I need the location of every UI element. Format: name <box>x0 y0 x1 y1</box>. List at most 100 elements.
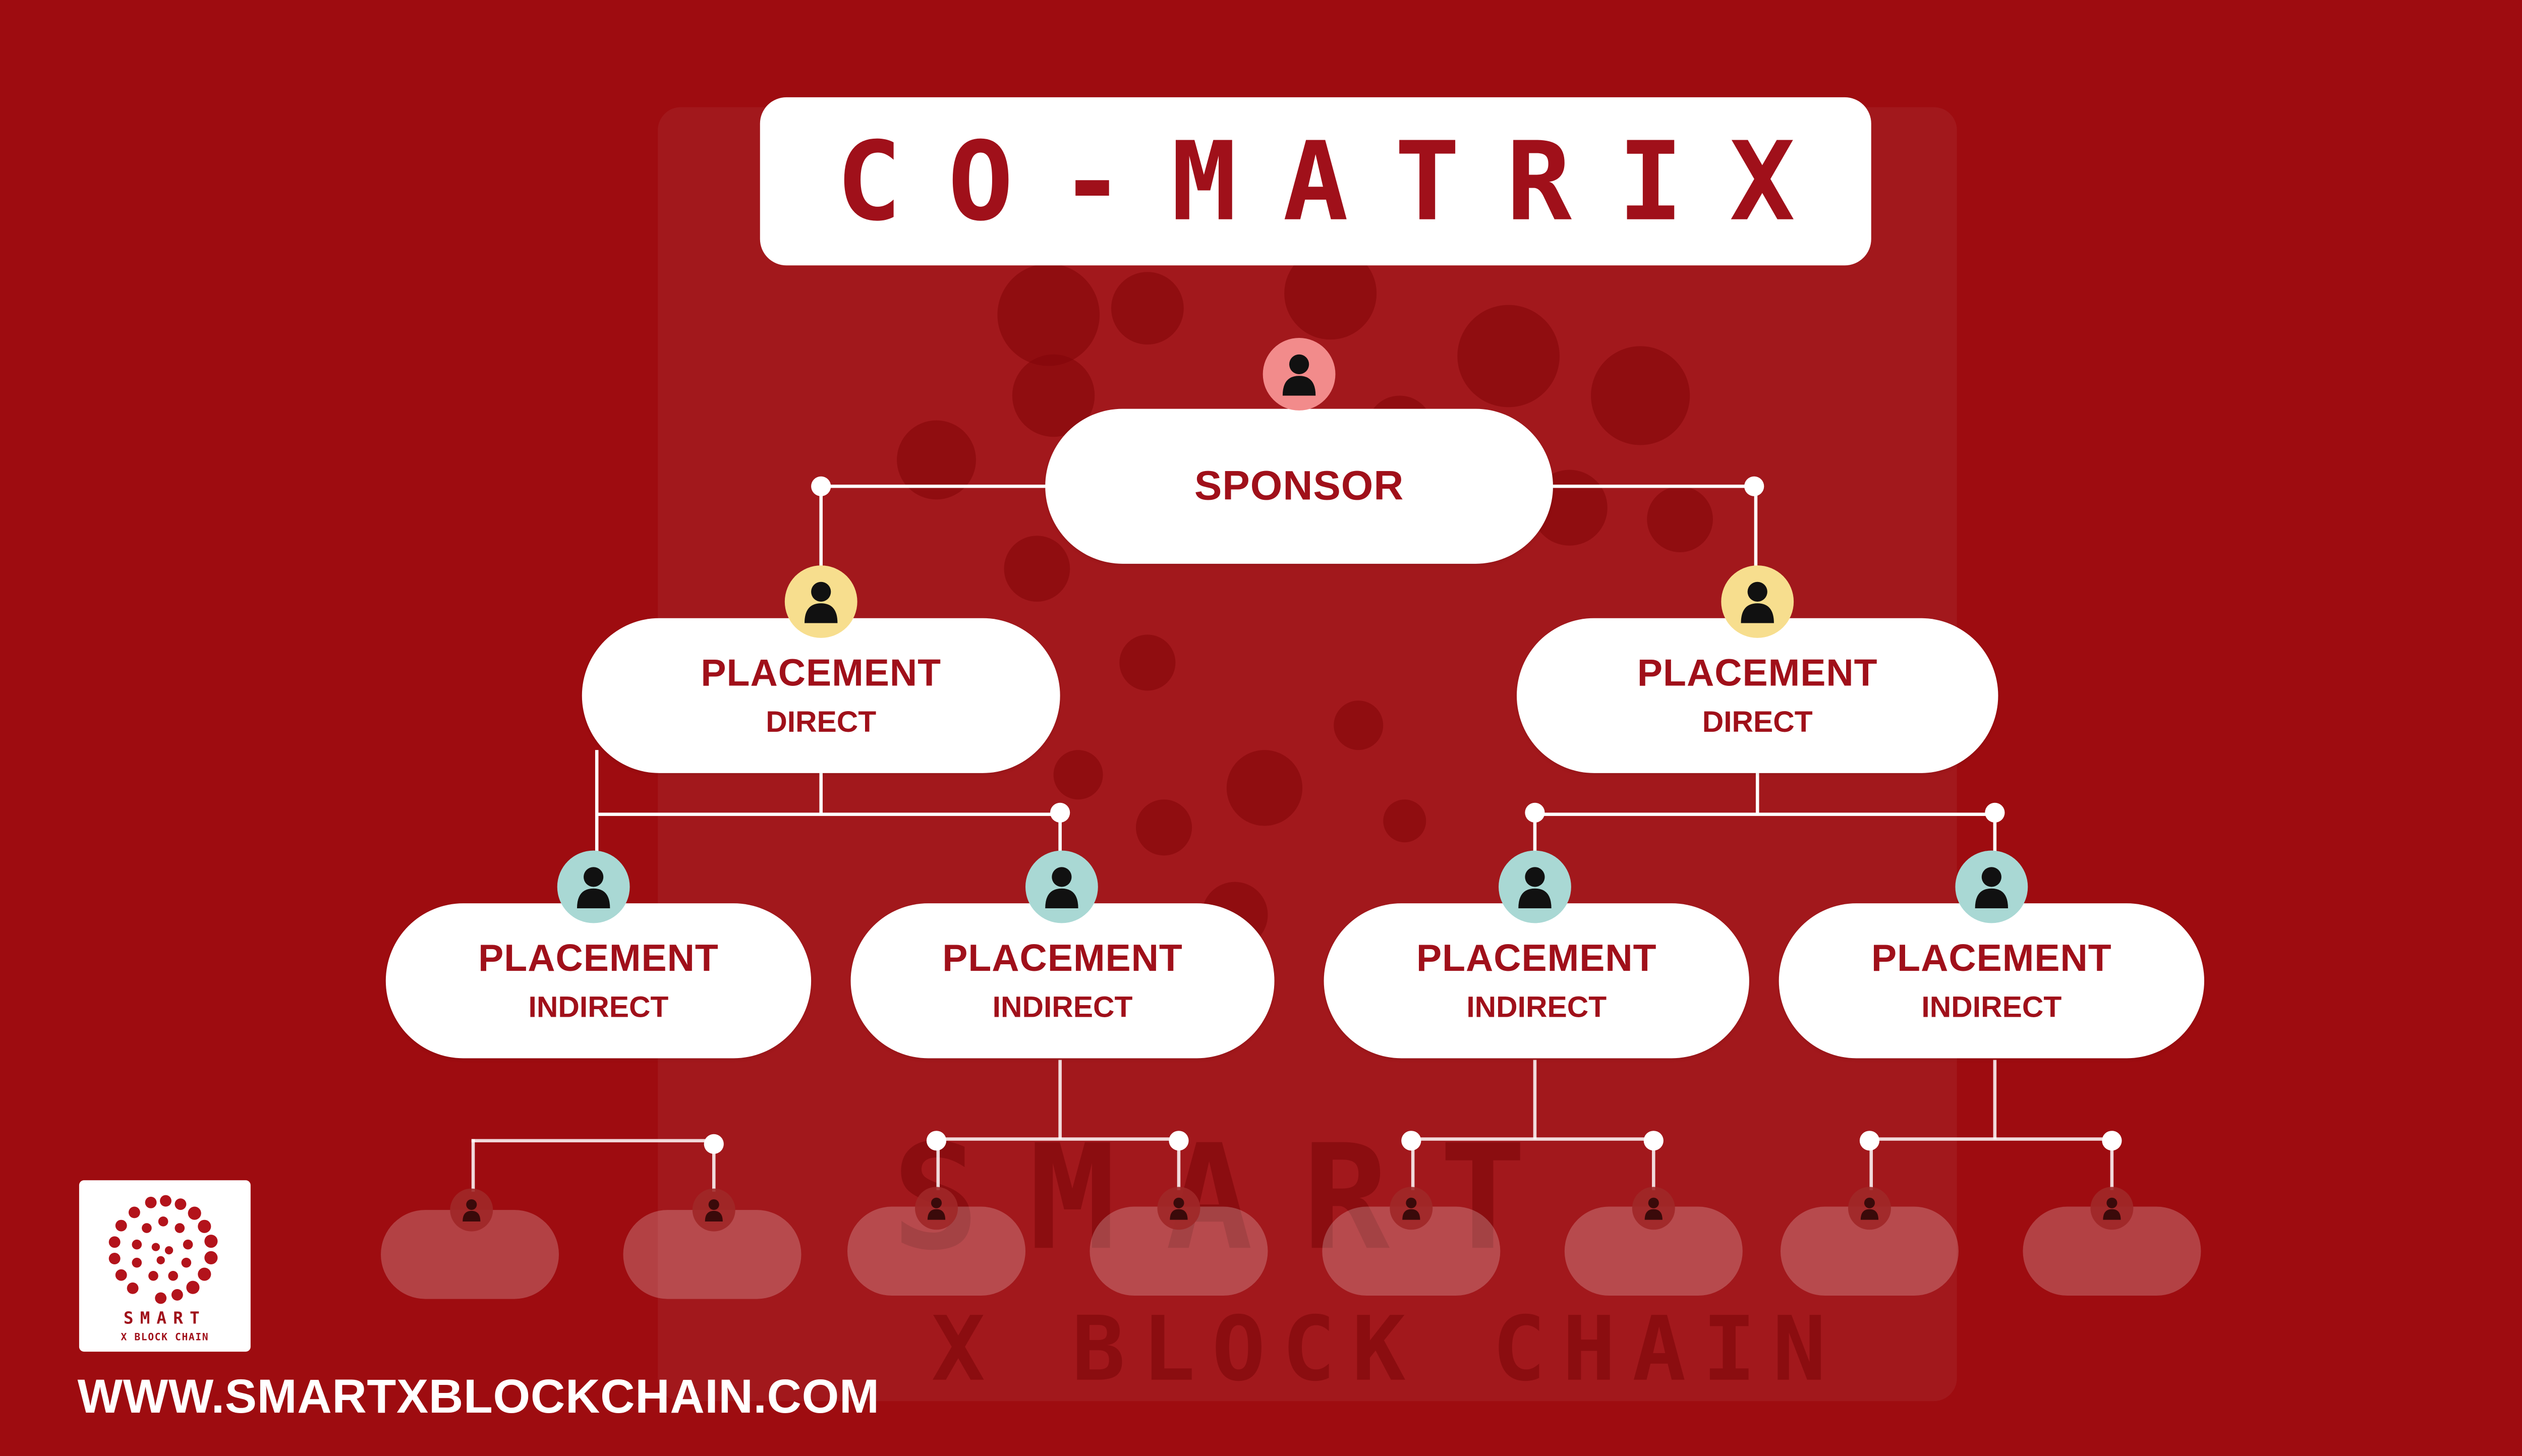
node-subtitle: DIRECT <box>1702 705 1813 739</box>
logo-dot <box>132 1257 142 1268</box>
watermark-dot <box>1119 634 1176 691</box>
watermark-dot <box>1004 536 1070 602</box>
node-subtitle: INDIRECT <box>1466 991 1607 1024</box>
connector-line <box>1550 484 1754 488</box>
watermark-dot <box>1111 272 1184 345</box>
logo-dot <box>198 1267 211 1281</box>
logo-dot <box>204 1235 218 1248</box>
person-icon <box>1860 1197 1879 1220</box>
logo-dot <box>183 1239 193 1250</box>
logo-dot <box>156 1256 165 1264</box>
connector-dot <box>1525 802 1545 823</box>
node-title: PLACEMENT <box>1871 936 2112 979</box>
logo-dot <box>158 1216 168 1227</box>
logo-dot <box>151 1243 160 1251</box>
connector-line <box>597 812 1060 816</box>
person-icon <box>1402 1197 1420 1220</box>
logo-dot <box>115 1219 127 1232</box>
logo-dot <box>142 1223 152 1233</box>
person-icon <box>805 581 838 623</box>
person-icon <box>705 1199 723 1221</box>
logo-dot <box>160 1195 171 1207</box>
watermark-dot <box>1226 750 1303 826</box>
person-icon <box>927 1197 946 1220</box>
placeholder-avatar <box>1390 1187 1433 1230</box>
logo-dot <box>168 1271 178 1281</box>
connector-line <box>936 1137 940 1190</box>
indirect-avatar-2 <box>1025 850 1098 923</box>
watermark-tagline: X BLOCK CHAIN <box>931 1297 1843 1402</box>
direct-node-left: PLACEMENT DIRECT <box>582 618 1060 773</box>
person-icon <box>463 1199 481 1221</box>
watermark-dot <box>1457 305 1560 407</box>
logo-dot <box>148 1271 158 1281</box>
node-title: PLACEMENT <box>478 936 719 979</box>
connector-line <box>1993 812 1997 859</box>
logo-dot <box>128 1206 140 1218</box>
connector-line <box>1533 812 1537 859</box>
connector-line <box>2110 1137 2114 1190</box>
logo-dot <box>108 1253 121 1264</box>
connector-line <box>712 1139 716 1192</box>
node-title: PLACEMENT <box>942 936 1183 979</box>
person-icon <box>1045 867 1078 908</box>
indirect-node-1: PLACEMENT INDIRECT <box>385 903 812 1059</box>
logo-dot <box>171 1289 183 1301</box>
person-icon <box>1518 867 1552 908</box>
sponsor-avatar <box>1263 338 1336 411</box>
person-icon <box>1975 867 2009 908</box>
logo-dot <box>188 1206 201 1220</box>
watermark-dot <box>1647 486 1713 552</box>
connector-dot <box>1859 1131 1880 1151</box>
connector-line <box>819 486 823 577</box>
person-icon <box>1170 1197 1188 1220</box>
connector-line <box>1755 771 1759 814</box>
sponsor-node: SPONSOR <box>1045 409 1553 564</box>
direct-node-right: PLACEMENT DIRECT <box>1517 618 1998 773</box>
node-subtitle: INDIRECT <box>1921 991 2062 1024</box>
logo-dot <box>164 1246 174 1255</box>
connector-line <box>936 1137 1179 1141</box>
placeholder-avatar <box>915 1187 958 1230</box>
connector-line <box>595 750 599 859</box>
connector-line <box>1177 1137 1181 1190</box>
watermark-dot <box>1591 346 1690 445</box>
node-title: PLACEMENT <box>1416 936 1657 979</box>
node-title: PLACEMENT <box>701 651 942 694</box>
website-url: WWW.SMARTXBLOCKCHAIN.COM <box>77 1371 880 1424</box>
connector-dot <box>1643 1131 1664 1151</box>
placeholder-avatar <box>450 1188 493 1232</box>
indirect-node-4: PLACEMENT INDIRECT <box>1779 903 2204 1059</box>
smart-logo: SMART X BLOCK CHAIN <box>79 1180 251 1352</box>
logo-dot <box>132 1239 142 1250</box>
logo-dot <box>155 1292 167 1304</box>
sponsor-label: SPONSOR <box>1194 462 1404 509</box>
logo-dot <box>181 1257 192 1268</box>
node-subtitle: DIRECT <box>766 705 877 739</box>
person-icon <box>1741 581 1774 623</box>
connector-line <box>1869 1137 1873 1190</box>
indirect-avatar-1 <box>557 850 630 923</box>
logo-word: SMART <box>123 1310 206 1329</box>
placeholder-avatar <box>1848 1187 1891 1230</box>
connector-dot <box>926 1131 947 1151</box>
watermark-dot <box>997 263 1100 366</box>
indirect-node-3: PLACEMENT INDIRECT <box>1324 903 1749 1059</box>
logo-dot <box>175 1223 185 1233</box>
logo-dot <box>108 1236 121 1248</box>
connector-line <box>1993 1060 1997 1139</box>
connector-line <box>1534 812 1997 816</box>
watermark-dot <box>1334 701 1384 750</box>
connector-dot <box>704 1134 724 1154</box>
direct-avatar-right <box>1721 565 1794 638</box>
connector-line <box>1411 1137 1415 1190</box>
connector-line <box>1058 812 1062 859</box>
person-icon <box>2103 1197 2121 1220</box>
connector-line <box>821 484 1049 488</box>
connector-line <box>819 771 823 814</box>
page-title: CO-MATRIX <box>836 118 1842 245</box>
placeholder-avatar <box>1632 1187 1675 1230</box>
person-icon <box>1282 354 1316 396</box>
